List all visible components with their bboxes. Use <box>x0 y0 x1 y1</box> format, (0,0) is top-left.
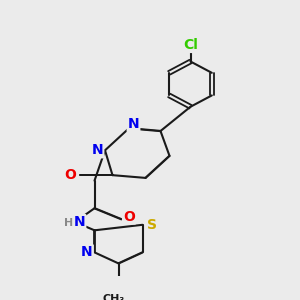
Text: N: N <box>92 143 103 157</box>
Text: N: N <box>128 117 139 131</box>
Text: S: S <box>147 218 157 232</box>
Text: O: O <box>123 209 135 224</box>
Text: N: N <box>74 215 85 229</box>
Text: N: N <box>81 245 93 260</box>
Text: H: H <box>64 218 74 228</box>
Text: CH₃: CH₃ <box>103 294 125 300</box>
Text: O: O <box>64 168 76 182</box>
Text: Cl: Cl <box>183 38 198 52</box>
